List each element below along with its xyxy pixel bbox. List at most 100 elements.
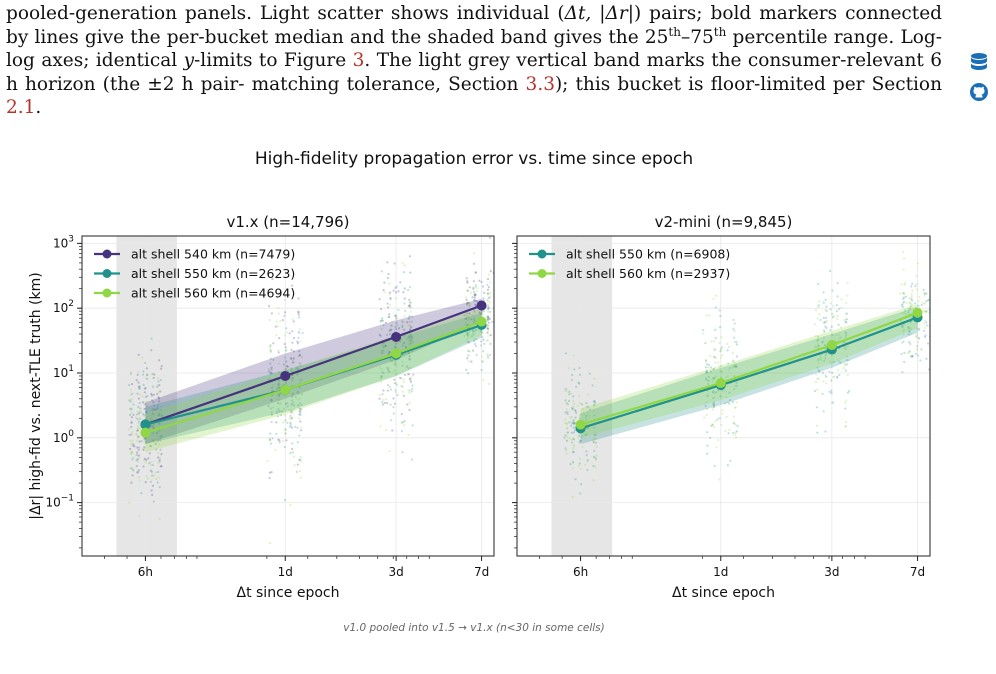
scatter-point [902, 333, 905, 336]
scatter-point [135, 451, 139, 454]
scatter-point [565, 402, 569, 405]
scatter-point [496, 319, 498, 321]
scatter-point [131, 430, 134, 433]
scatter-point [579, 492, 582, 495]
scatter-point [393, 314, 397, 318]
scatter-point [381, 403, 384, 406]
scatter-point [916, 322, 919, 325]
scatter-point [291, 392, 295, 395]
scatter-point [146, 377, 149, 381]
scatter-point [141, 395, 144, 398]
scatter-point [925, 357, 928, 360]
scatter-point [401, 262, 404, 265]
scatter-point [284, 428, 287, 431]
scatter-point [486, 324, 490, 327]
scatter-point [572, 450, 575, 454]
section-ref-link[interactable]: 3.3 [525, 73, 555, 95]
scatter-point [586, 405, 589, 408]
scatter-point [395, 317, 398, 320]
scatter-point [145, 417, 148, 420]
scatter-point [292, 359, 295, 362]
scatter-point [473, 329, 477, 332]
scatter-point [407, 367, 410, 370]
scatter-point [731, 351, 735, 355]
scatter-point [269, 343, 272, 347]
scatter-point [489, 281, 492, 284]
scatter-point [480, 311, 484, 314]
scatter-point [734, 423, 737, 426]
scatter-point [299, 458, 302, 461]
scatter-point [158, 458, 161, 461]
scatter-point [408, 339, 411, 342]
scatter-point [137, 436, 140, 439]
scatter-point [151, 463, 154, 467]
scatter-point [495, 317, 497, 319]
scatter-point [158, 485, 161, 489]
scatter-point [271, 383, 275, 387]
scatter-point [132, 403, 135, 406]
scatter-point [269, 432, 272, 435]
github-icon[interactable] [968, 81, 990, 103]
scatter-point [285, 439, 288, 442]
x-tick-label: 3d [388, 565, 403, 579]
scatter-point [139, 410, 142, 413]
scatter-point [153, 404, 156, 407]
scatter-point [381, 316, 384, 320]
database-icon[interactable] [968, 52, 990, 74]
scatter-point [923, 326, 927, 329]
scatter-point [410, 381, 413, 384]
scatter-point [289, 421, 292, 425]
scatter-point [822, 410, 825, 413]
scatter-point [718, 478, 721, 481]
scatter-point [291, 392, 294, 395]
scatter-point [404, 309, 407, 312]
section-ref-link[interactable]: 2.1 [6, 97, 36, 118]
scatter-point [151, 484, 155, 487]
scatter-point [296, 398, 299, 401]
scatter-point [270, 398, 273, 401]
scatter-point [298, 407, 301, 410]
scatter-point [736, 424, 739, 428]
scatter-point [707, 379, 710, 382]
scatter-point [411, 424, 414, 427]
scatter-point [298, 409, 301, 413]
scatter-point [728, 366, 731, 370]
scatter-point [467, 317, 470, 320]
scatter-point [482, 296, 485, 300]
scatter-point [132, 456, 135, 459]
scatter-point [924, 311, 927, 314]
scatter-point [285, 327, 288, 330]
scatter-point [496, 297, 498, 299]
scatter-point [403, 424, 406, 427]
scatter-point [136, 429, 139, 432]
scatter-point [593, 405, 596, 408]
scatter-point [822, 321, 826, 324]
scatter-point [278, 395, 281, 398]
scatter-point [159, 448, 162, 451]
scatter-point [296, 391, 299, 394]
legend-marker [102, 288, 112, 298]
scatter-point [408, 401, 411, 404]
scatter-point [157, 414, 160, 417]
scatter-point [593, 433, 596, 437]
median-marker [140, 419, 151, 430]
scatter-point [495, 313, 497, 315]
scatter-point [916, 262, 919, 265]
scatter-point [816, 282, 820, 286]
scatter-point [281, 421, 285, 424]
scatter-point [844, 318, 847, 321]
scatter-point [727, 432, 730, 435]
scatter-point [383, 281, 386, 284]
scatter-point [721, 370, 724, 373]
scatter-point [903, 328, 906, 331]
scatter-point [734, 433, 737, 436]
scatter-point [572, 443, 575, 447]
figure-ref-link[interactable]: 3 [352, 50, 365, 71]
scatter-point [487, 292, 490, 295]
scatter-point [390, 329, 393, 332]
scatter-point [277, 393, 281, 396]
scatter-point [276, 398, 279, 401]
scatter-point [473, 299, 476, 302]
scatter-point [705, 413, 708, 416]
scatter-point [463, 313, 466, 317]
